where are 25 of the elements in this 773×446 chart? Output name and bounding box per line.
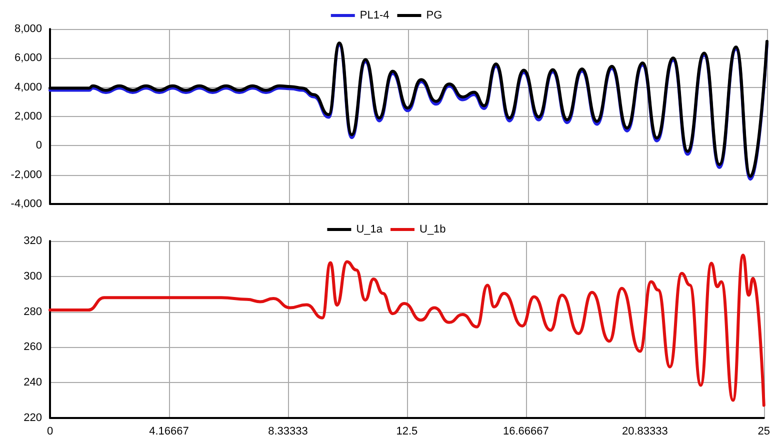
y-tick-label: 4,000 [14,81,42,94]
y-tick-label: 320 [24,235,42,247]
y-tick-label: 2,000 [14,110,42,122]
y-tick-label: 0 [36,140,42,152]
x-tick-label: 0 [46,426,54,438]
x-tick-label: 8.33333 [268,426,308,438]
x-tick-label: 4.16667 [149,426,189,438]
y-tick-label: 220 [24,412,42,424]
y-tick-label: -2,000 [10,168,42,181]
x-tick-label: 16.66667 [502,426,549,438]
legend-label: PL1-4 [360,10,390,22]
legend-label: PG [426,10,442,22]
x-tick-label: 12.5 [396,426,418,438]
y-tick-label: 280 [24,306,42,318]
y-tick-label: -4,000 [10,198,42,210]
legend-label: U_1b [420,224,446,236]
y-tick-label: 260 [24,341,42,354]
y-tick-label: 240 [24,376,42,389]
y-tick-label: 6,000 [14,52,42,64]
legend-label: U_1a [356,224,384,236]
x-tick-label: 25 [758,426,770,438]
y-tick-label: 300 [24,270,42,282]
y-tick-label: 8,000 [14,23,42,35]
x-tick-label: 20.83333 [622,426,668,438]
line-series [48,254,766,407]
